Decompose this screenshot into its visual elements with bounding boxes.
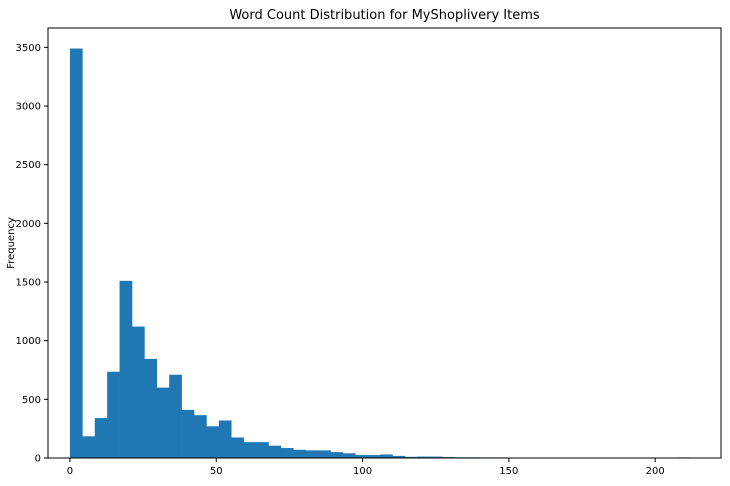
y-tick-label: 2500	[16, 160, 41, 171]
histogram-bar	[70, 49, 83, 458]
histogram-bar	[169, 375, 182, 458]
y-tick-label: 1500	[16, 278, 41, 289]
chart-title: Word Count Distribution for MyShoplivery…	[229, 8, 540, 23]
histogram-bar	[107, 372, 120, 458]
histogram-bar	[95, 418, 108, 458]
x-tick-label: 150	[499, 466, 518, 477]
histogram-bar	[343, 453, 356, 458]
bars-group	[70, 49, 691, 458]
x-tick-label: 100	[353, 466, 372, 477]
histogram-bar	[132, 327, 145, 458]
y-tick-label: 1000	[16, 336, 41, 347]
x-axis-ticks: 0 50 100 150 200	[67, 458, 665, 477]
histogram-bar	[194, 415, 207, 458]
histogram-bar	[182, 410, 195, 458]
histogram-bar	[231, 437, 244, 458]
histogram-bar	[82, 436, 95, 458]
histogram-bar	[330, 452, 343, 458]
histogram-bar	[120, 281, 133, 458]
x-tick-label: 200	[646, 466, 665, 477]
y-tick-label: 2000	[16, 219, 41, 230]
histogram-bar	[318, 450, 331, 458]
histogram-bar	[281, 448, 294, 458]
x-tick-label: 50	[210, 466, 223, 477]
histogram-bar	[206, 426, 219, 458]
y-tick-label: 0	[35, 454, 41, 465]
y-axis-ticks: 0 500 1000 1500 2000 2500 3000 3500	[16, 43, 48, 465]
histogram-bar	[157, 388, 170, 458]
x-tick-label: 0	[67, 466, 73, 477]
histogram-bar	[256, 442, 269, 458]
histogram-bar	[380, 454, 393, 458]
y-tick-label: 3500	[16, 43, 41, 54]
histogram-bar	[306, 450, 319, 458]
histogram-bar	[244, 442, 257, 458]
histogram-bar	[144, 359, 157, 458]
histogram-bar	[268, 446, 281, 458]
y-tick-label: 500	[22, 395, 41, 406]
y-tick-label: 3000	[16, 102, 41, 113]
histogram-bar	[219, 420, 232, 458]
histogram-bar	[293, 450, 306, 458]
